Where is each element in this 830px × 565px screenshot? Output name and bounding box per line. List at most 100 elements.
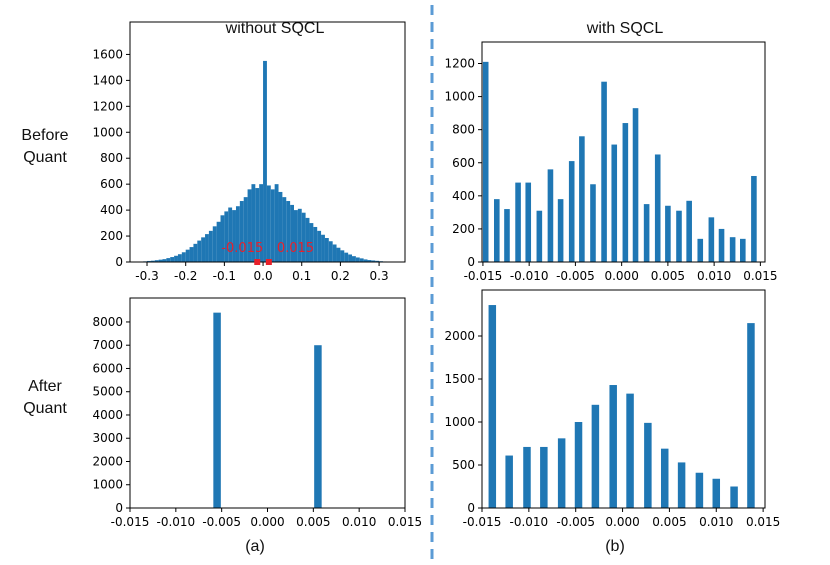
y-tick-label: 1000	[444, 415, 475, 429]
y-tick-label: 1000	[444, 90, 475, 104]
bar	[579, 136, 585, 262]
y-tick-label: 6000	[92, 361, 123, 375]
bar	[166, 258, 171, 262]
y-tick-label: 1000	[92, 478, 123, 492]
x-tick-label: -0.010	[510, 515, 549, 529]
x-tick-label: 0.015	[388, 515, 422, 529]
bar	[193, 243, 198, 262]
bar	[590, 184, 596, 262]
bar	[336, 247, 341, 262]
y-tick-label: 7000	[92, 338, 123, 352]
bar	[557, 199, 564, 262]
y-tick-label: 0	[115, 255, 123, 269]
bar	[523, 446, 531, 508]
annotation-marker	[254, 259, 261, 265]
x-tick-label: 0.2	[331, 269, 350, 283]
axes-frame	[481, 41, 766, 263]
bar	[278, 191, 283, 262]
bar	[601, 81, 607, 262]
bar	[622, 123, 629, 262]
x-tick-label: -0.3	[135, 269, 158, 283]
bar	[259, 184, 264, 262]
axes-frame	[129, 297, 406, 509]
annotation: 0.015	[277, 241, 314, 256]
bar	[177, 254, 182, 262]
bar	[504, 209, 510, 262]
bar	[235, 206, 240, 262]
bar	[363, 259, 368, 262]
bar	[147, 260, 151, 262]
bar	[505, 455, 513, 508]
bar	[324, 238, 329, 262]
x-tick-label: 0.005	[652, 515, 686, 529]
y-tick-label: 8000	[92, 315, 123, 329]
x-tick-label: 0.015	[746, 515, 780, 529]
y-tick-label: 1000	[92, 125, 123, 139]
x-tick-label: -0.2	[174, 269, 197, 283]
x-tick-label: -0.010	[510, 269, 549, 283]
bar	[730, 486, 738, 508]
y-tick-label: 1400	[92, 73, 123, 87]
y-tick-label: 400	[100, 203, 123, 217]
column-title: with SQCL	[586, 20, 664, 37]
row-title: Before Quant	[21, 127, 69, 166]
y-tick-label: 5000	[92, 385, 123, 399]
column-title: without SQCL	[225, 20, 325, 37]
bar	[332, 244, 337, 262]
bar	[321, 234, 325, 262]
bar	[686, 200, 692, 262]
bar	[493, 199, 500, 262]
x-tick-label: -0.005	[202, 515, 241, 529]
bar	[665, 205, 671, 262]
x-tick-label: -0.015	[111, 515, 150, 529]
bar	[348, 254, 353, 262]
annotation: -0.015	[221, 241, 263, 256]
bar	[220, 215, 225, 262]
panel-label: (b)	[605, 538, 625, 555]
bar	[247, 189, 252, 262]
y-tick-label: 200	[100, 229, 123, 243]
bar	[274, 184, 279, 262]
bar	[697, 238, 704, 262]
bar	[251, 184, 256, 262]
bar	[340, 250, 345, 262]
y-tick-label: 4000	[92, 408, 123, 422]
bar	[189, 247, 194, 262]
x-tick-label: 0.000	[605, 515, 639, 529]
x-tick-label: -0.005	[556, 269, 595, 283]
annotation-marker	[265, 259, 272, 265]
bar	[359, 258, 364, 262]
x-tick-label: 0.010	[697, 269, 731, 283]
y-tick-label: 2000	[92, 454, 123, 468]
bar	[676, 210, 682, 262]
bar	[301, 212, 306, 262]
y-tick-label: 400	[452, 189, 475, 203]
bar	[536, 210, 543, 262]
bar	[216, 221, 221, 262]
bar	[158, 259, 163, 262]
bar	[367, 260, 372, 262]
bar	[150, 260, 155, 262]
bar	[751, 175, 757, 262]
y-tick-label: 2000	[444, 329, 475, 343]
bar	[540, 446, 548, 508]
y-tick-label: 0	[467, 255, 475, 269]
bar	[677, 462, 686, 508]
y-tick-label: 1200	[444, 57, 475, 71]
bar	[482, 61, 489, 262]
bar	[228, 207, 233, 262]
x-tick-label: -0.1	[213, 269, 236, 283]
row-title: After Quant	[23, 378, 67, 417]
bar	[328, 241, 333, 262]
bar	[718, 228, 725, 262]
x-tick-label: 0.005	[296, 515, 330, 529]
bar	[632, 108, 639, 263]
bar	[243, 197, 248, 262]
bar	[205, 234, 209, 262]
x-tick-label: 0.015	[743, 269, 777, 283]
bar	[660, 448, 669, 508]
x-tick-label: -0.010	[156, 515, 195, 529]
bar	[344, 252, 349, 262]
bar	[695, 472, 704, 508]
bar	[224, 211, 229, 262]
